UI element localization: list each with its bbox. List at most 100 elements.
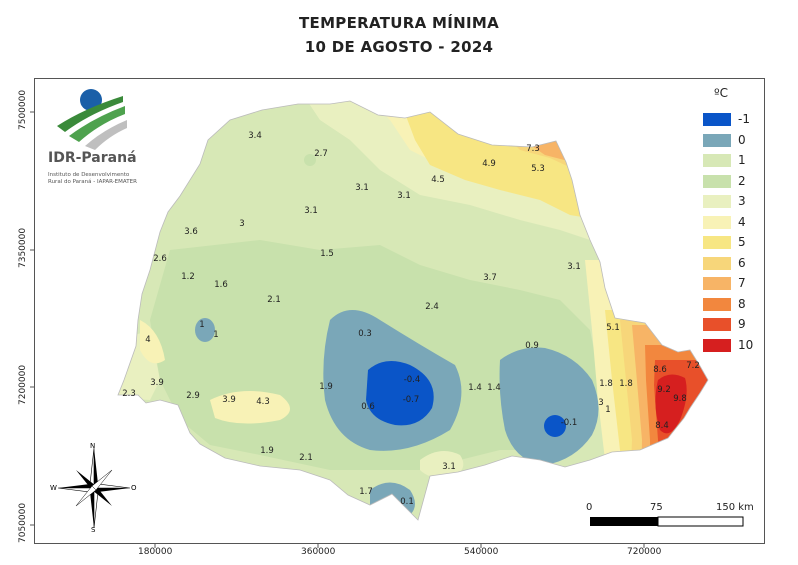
legend-swatch: [703, 297, 731, 311]
station-value: 8.4: [655, 421, 669, 431]
station-value: 1.2: [181, 272, 195, 282]
station-value: 4.9: [482, 159, 496, 169]
legend-swatch: [703, 154, 731, 167]
y-tick: 7350000: [18, 227, 28, 268]
station-value: 1.4: [487, 383, 501, 393]
station-value: 2.9: [186, 391, 200, 401]
legend-item: 0: [703, 132, 763, 148]
station-value: 7.2: [686, 361, 700, 371]
x-tick: 540000: [464, 547, 499, 557]
station-value: 2.3: [122, 389, 136, 399]
station-value: 1.4: [468, 383, 482, 393]
station-value: 3.6: [184, 227, 198, 237]
y-tick: 7050000: [18, 502, 28, 543]
logo-name: IDR-Paraná: [48, 150, 137, 166]
station-value: 3.1: [355, 183, 369, 193]
legend-swatch: [703, 256, 731, 270]
station-value: 3.1: [442, 462, 456, 472]
legend-swatch: [703, 174, 731, 188]
station-value: 3.9: [150, 378, 164, 388]
legend-swatch: [703, 277, 731, 290]
station-value: 3.1: [567, 262, 581, 272]
station-value: 0.1: [400, 497, 414, 507]
y-tick: 7500000: [18, 89, 28, 130]
legend-swatch: [703, 113, 731, 126]
legend-label: -1: [738, 112, 750, 126]
compass-n: N: [90, 442, 96, 450]
station-value: 1.7: [359, 487, 373, 497]
logo-subtitle-1: Instituto de Desenvolvimento: [48, 172, 130, 178]
scale-label: 75: [650, 502, 663, 513]
station-value: 9.8: [673, 394, 687, 404]
legend-label: 4: [738, 214, 746, 229]
x-tick: 720000: [627, 547, 662, 557]
station-value: 3.9: [222, 395, 236, 405]
legend-item: 9: [703, 317, 763, 332]
legend-title: ºC: [714, 86, 729, 100]
station-value: 1.9: [319, 382, 333, 392]
legend-item: 7: [703, 276, 763, 291]
station-value: 5.1: [606, 323, 620, 333]
legend-label: 6: [738, 255, 746, 270]
station-value: 1.5: [320, 249, 334, 259]
station-value: 7.3: [526, 144, 540, 154]
station-value: 0.3: [358, 329, 372, 339]
legend-item: 3: [703, 194, 763, 209]
station-value: 1.9: [260, 446, 274, 456]
x-tick: 360000: [301, 547, 336, 557]
map-date: 10 DE AGOSTO - 2024: [304, 38, 494, 56]
station-value: 3.1: [304, 206, 318, 216]
station-value: 9.2: [657, 385, 671, 395]
legend-swatch: [703, 318, 731, 331]
idr-parana-logo-icon: [57, 89, 127, 150]
legend-label: 2: [738, 173, 746, 188]
station-value: 1.8: [619, 379, 633, 389]
north-arrow-icon: [57, 447, 131, 529]
compass-e: O: [131, 484, 137, 492]
station-value: 2.4: [425, 302, 439, 312]
map-title: TEMPERATURA MÍNIMA: [298, 14, 499, 32]
station-value: 3.4: [248, 131, 262, 141]
legend-label: 7: [738, 276, 746, 290]
station-value: 4.3: [256, 397, 270, 407]
legend-swatch: [703, 215, 731, 229]
station-value: 3: [239, 219, 244, 229]
legend-item: 10: [703, 338, 763, 353]
legend-item: 8: [703, 296, 763, 312]
logo-subtitle-2: Rural do Paraná - IAPAR-EMATER: [48, 179, 137, 185]
station-value: 1: [213, 330, 218, 340]
legend-item: 6: [703, 255, 763, 271]
station-value: 1.8: [599, 379, 613, 389]
station-value: 8.6: [653, 365, 667, 375]
station-value: 5.3: [531, 164, 545, 174]
station-value: 3: [598, 398, 603, 408]
compass-s: S: [91, 526, 96, 534]
legend-swatch: [703, 133, 731, 147]
legend-item: 5: [703, 235, 763, 250]
legend-label: 0: [738, 132, 746, 147]
legend-swatch: [703, 236, 731, 249]
station-value: 1: [605, 405, 610, 415]
station-value: 3.7: [483, 273, 497, 283]
station-value: -0.1: [561, 418, 578, 428]
station-value: 0.9: [525, 341, 539, 351]
legend-label: 8: [738, 296, 746, 311]
map-frame: [34, 78, 765, 544]
legend-item: 2: [703, 173, 763, 189]
station-value: 0.6: [361, 402, 375, 412]
station-value: -0.7: [403, 395, 420, 405]
legend-item: 4: [703, 214, 763, 230]
legend-label: 9: [738, 317, 746, 331]
x-tick: 180000: [138, 547, 173, 557]
station-value: -0.4: [404, 375, 421, 385]
station-value: 4.5: [431, 175, 445, 185]
legend-item: 1: [703, 153, 763, 168]
station-value: 2.1: [299, 453, 313, 463]
legend-item: -1: [703, 112, 763, 127]
station-value: 2.1: [267, 295, 281, 305]
station-value: 2.7: [314, 149, 328, 159]
y-tick: 7200000: [18, 364, 28, 405]
station-value: 4: [145, 335, 150, 345]
legend-label: 1: [738, 153, 746, 167]
